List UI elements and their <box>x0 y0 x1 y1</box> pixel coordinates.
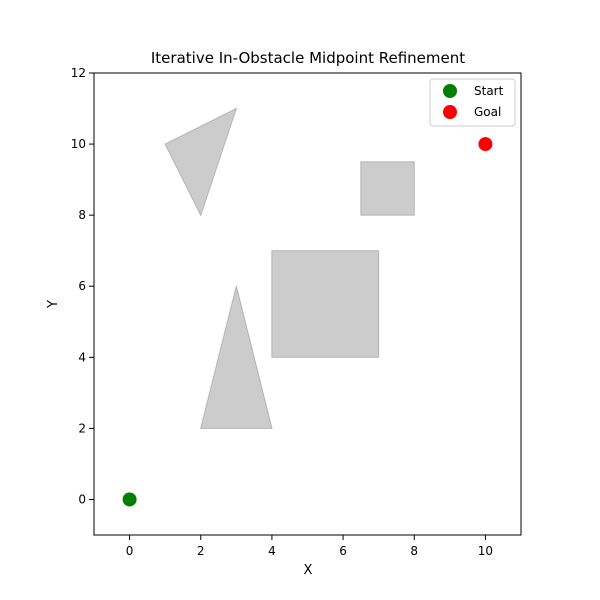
y-axis-label: Y <box>46 300 61 309</box>
plot-frame <box>93 72 522 536</box>
obstacle-rectangle-2 <box>360 161 415 216</box>
chart-title: Iterative In-Obstacle Midpoint Refinemen… <box>151 49 465 67</box>
obstacle-triangle-4 <box>200 286 273 429</box>
legend-items: Start Goal <box>443 84 504 119</box>
legend: Start Goal <box>429 78 516 127</box>
x-tick-label-4: 4 <box>268 544 276 558</box>
start-point <box>122 492 137 507</box>
x-axis-ticks: 0 2 4 6 8 10 <box>126 535 493 558</box>
legend-marker-start <box>443 84 457 98</box>
y-axis-ticks: 0 2 4 6 8 10 12 <box>71 66 94 506</box>
obstacles-layer <box>164 107 415 429</box>
x-tick-label-8: 8 <box>410 544 418 558</box>
y-tick-label-2: 2 <box>78 421 86 435</box>
legend-label-start: Start <box>474 84 504 98</box>
legend-marker-goal <box>443 105 457 119</box>
y-tick-label-6: 6 <box>78 279 86 293</box>
points-layer <box>122 137 493 507</box>
x-tick-label-2: 2 <box>197 544 205 558</box>
x-tick-label-10: 10 <box>478 544 493 558</box>
obstacle-triangle-1 <box>164 107 238 217</box>
y-tick-label-8: 8 <box>78 208 86 222</box>
obstacle-rectangle-3 <box>271 250 380 358</box>
y-tick-label-12: 12 <box>71 66 86 80</box>
goal-point <box>478 137 493 152</box>
y-tick-label-0: 0 <box>78 492 86 506</box>
x-tick-label-6: 6 <box>339 544 347 558</box>
x-axis-label: X <box>304 563 313 578</box>
y-tick-label-4: 4 <box>78 350 86 364</box>
y-tick-label-10: 10 <box>71 137 86 151</box>
x-tick-label-0: 0 <box>126 544 134 558</box>
legend-label-goal: Goal <box>474 105 501 119</box>
